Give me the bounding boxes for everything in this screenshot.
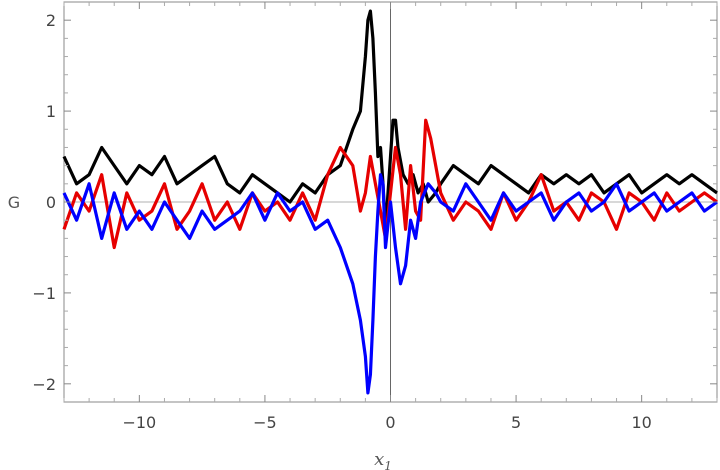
series-layer (62, 9, 718, 395)
series-line-3 (62, 173, 718, 395)
x-tick-label: 0 (385, 413, 395, 432)
y-axis-label: G (8, 193, 20, 212)
y-tick-label: 0 (46, 193, 56, 212)
y-tick-label: 1 (46, 102, 56, 121)
x-tick-label: −10 (122, 413, 156, 432)
x-tick-label: −5 (253, 413, 277, 432)
series-line-1 (62, 9, 718, 231)
x-axis-label: x1 (374, 449, 392, 470)
y-tick-label: −1 (32, 284, 56, 303)
x-tick-label: 5 (511, 413, 521, 432)
y-tick-label: −2 (32, 375, 56, 394)
x-axis-label-subscript: 1 (384, 459, 392, 470)
y-tick-label: 2 (46, 11, 56, 30)
x-tick-label: 10 (631, 413, 651, 432)
series-line-2 (62, 118, 718, 250)
x-axis-label-main: x (374, 449, 384, 470)
